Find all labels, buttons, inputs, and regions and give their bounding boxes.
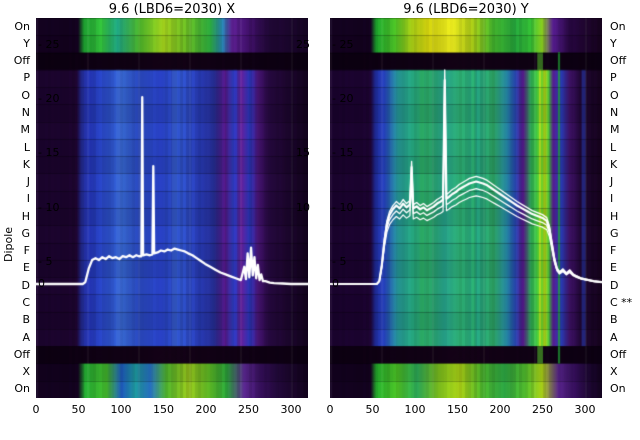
row-label-right: D (610, 278, 619, 292)
row-label-left: D (21, 278, 30, 292)
row-label-left: C (22, 296, 30, 309)
row-label-left: L (23, 140, 30, 154)
y-tick-label: - 25 (332, 37, 354, 51)
row-label-left: On (14, 19, 30, 33)
y-tick-label: - 25 (38, 37, 60, 51)
y-tick-label-right: 10 (296, 200, 310, 214)
x-tick-label: 100 (404, 403, 426, 416)
x-tick-label: 50 (365, 403, 380, 416)
row-label-left: H (21, 209, 30, 223)
y-tick-label: - 10 (38, 200, 60, 214)
row-label-right: H (610, 209, 619, 223)
y-tick-label: - 5 (38, 254, 53, 268)
row-label-right: I (610, 192, 614, 206)
row-label-right: K (610, 157, 618, 171)
x-tick-label: 150 (153, 403, 174, 416)
x-tick-label: 250 (238, 403, 259, 416)
row-label-right: M (610, 123, 620, 137)
row-label-right: L (610, 140, 617, 154)
row-label-right: G (610, 226, 619, 240)
row-label-right: O (610, 88, 619, 102)
row-label-left: P (23, 71, 30, 85)
row-label-right: N (610, 106, 619, 119)
row-label-right: B (610, 313, 618, 327)
row-label-right: Off (610, 347, 627, 361)
y-tick-label: 0 (38, 277, 45, 290)
row-label-left: M (20, 123, 31, 137)
row-label-right: X (610, 365, 618, 379)
panel-title-y: 9.6 (LBD6=2030) Y (403, 2, 529, 17)
y-tick-label-right: 15 (296, 146, 310, 160)
row-label-left: J (26, 175, 30, 189)
row-label-left: O (21, 88, 30, 102)
row-label-right: On (610, 382, 626, 396)
panel-title-x: 9.6 (LBD6=2030) X (108, 2, 236, 17)
x-tick-label: 250 (532, 403, 553, 416)
y-tick-label: - 15 (38, 146, 60, 160)
row-label-right: P (610, 71, 617, 85)
y-tick-label: 0 (332, 277, 339, 290)
row-label-right: On (610, 19, 626, 33)
x-tick-label: 50 (71, 403, 86, 416)
y-tick-label-right: 25 (296, 37, 310, 51)
x-tick-label: 100 (110, 403, 132, 416)
heatmap-canvas-x (36, 18, 308, 398)
row-label-right: C ** (610, 296, 633, 309)
row-label-left: F (23, 244, 30, 258)
row-label-right: E (610, 261, 617, 275)
row-label-right: J (610, 175, 614, 189)
row-label-right: Off (610, 54, 627, 68)
y-tick-label: - 10 (332, 200, 354, 214)
row-label-right: Y (610, 36, 617, 50)
row-label-left: K (22, 157, 30, 171)
y-tick-label: - 20 (332, 91, 354, 105)
y-tick-label: - 20 (38, 91, 60, 105)
y-tick-label: - 15 (332, 146, 354, 160)
x-tick-label: 300 (280, 403, 302, 416)
row-label-left: I (26, 192, 30, 206)
x-tick-label: 200 (489, 403, 511, 416)
heatmap-canvas-y (330, 18, 602, 398)
row-label-left: X (22, 365, 30, 379)
row-label-right: A (610, 330, 618, 344)
row-label-left: B (22, 313, 30, 327)
x-tick-label: 200 (195, 403, 217, 416)
x-tick-label: 0 (326, 403, 334, 416)
row-label-left: Off (13, 347, 30, 361)
x-tick-label: 300 (574, 403, 596, 416)
y-tick-label: - 5 (332, 254, 347, 268)
row-label-left: G (21, 226, 30, 240)
row-label-left: Off (13, 54, 30, 68)
row-label-left: E (23, 261, 30, 275)
row-label-left: Y (23, 36, 30, 50)
x-tick-label: 0 (32, 403, 40, 416)
row-label-left: On (14, 382, 30, 396)
x-tick-label: 150 (447, 403, 468, 416)
row-label-left: N (21, 106, 30, 119)
row-label-left: A (22, 330, 30, 344)
row-label-right: F (610, 244, 617, 258)
